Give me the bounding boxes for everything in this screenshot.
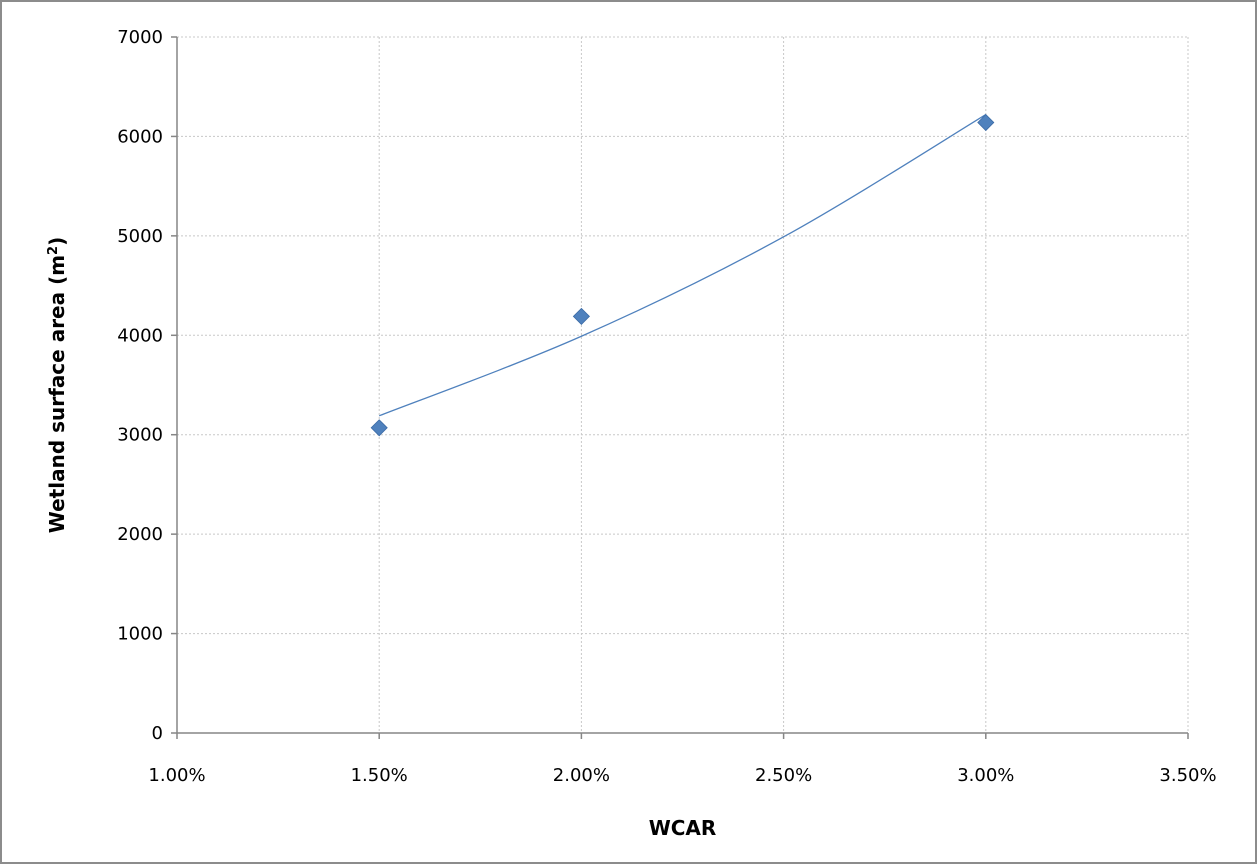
x-tick-label: 2.00% bbox=[553, 765, 610, 786]
y-tick-label: 3000 bbox=[117, 425, 163, 446]
y-axis-title-main: Wetland surface area (m bbox=[45, 255, 69, 533]
axes bbox=[171, 36, 1189, 739]
data-point-marker bbox=[977, 113, 995, 132]
x-tick-label: 1.50% bbox=[351, 765, 408, 786]
data-point-marker bbox=[370, 419, 388, 437]
y-axis-title-suffix: ) bbox=[45, 237, 69, 246]
x-tick-label: 2.50% bbox=[755, 765, 812, 786]
x-tick-label: 3.50% bbox=[1159, 765, 1216, 786]
x-axis-title: WCAR bbox=[649, 816, 717, 840]
y-tick-label: 4000 bbox=[117, 325, 163, 346]
x-tick-labels: 1.00% 1.50% 2.00% 2.50% 3.00% 3.50% bbox=[148, 765, 1216, 786]
y-axis-title-superscript: 2 bbox=[46, 246, 61, 255]
y-tick-labels: 0 1000 2000 3000 4000 5000 6000 7000 bbox=[117, 27, 163, 744]
trendline-layer bbox=[378, 113, 987, 417]
data-point-marker bbox=[572, 307, 590, 325]
y-tick-label: 0 bbox=[152, 723, 163, 744]
y-tick-label: 2000 bbox=[117, 524, 163, 545]
y-tick-label: 1000 bbox=[117, 624, 163, 645]
trendline bbox=[378, 113, 987, 417]
y-tick-label: 7000 bbox=[117, 27, 163, 48]
x-tick-label: 3.00% bbox=[957, 765, 1014, 786]
grid-lines bbox=[177, 36, 1189, 733]
y-tick-label: 6000 bbox=[117, 126, 163, 147]
data-points bbox=[370, 113, 995, 437]
y-axis-title: Wetland surface area (m2) bbox=[45, 237, 69, 533]
y-tick-label: 5000 bbox=[117, 226, 163, 247]
x-tick-label: 1.00% bbox=[148, 765, 205, 786]
